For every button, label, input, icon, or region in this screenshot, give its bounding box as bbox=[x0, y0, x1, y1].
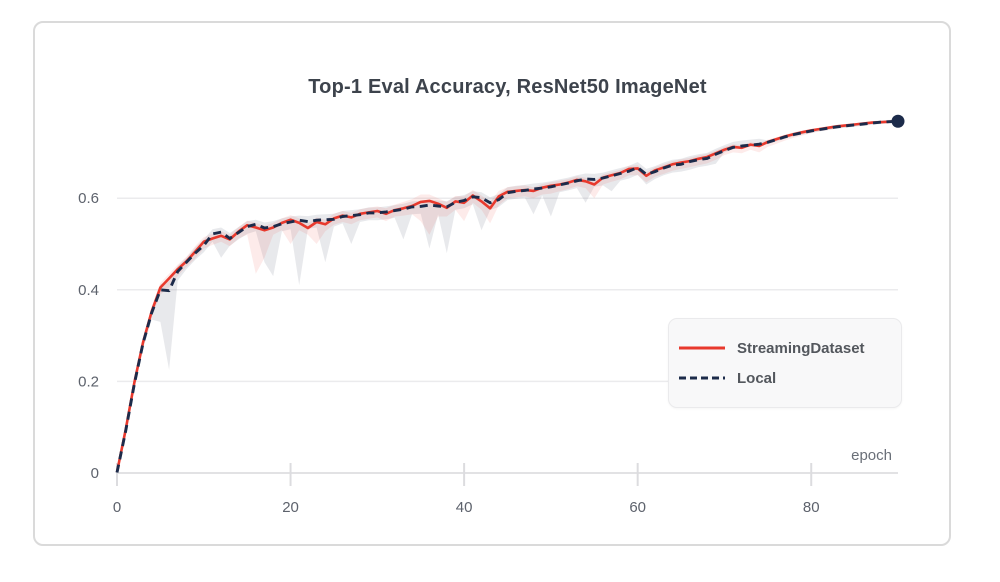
x-tick-label: 0 bbox=[113, 499, 121, 516]
x-tick-label: 40 bbox=[456, 499, 473, 516]
x-tick-label: 80 bbox=[803, 499, 820, 516]
chart-card bbox=[33, 21, 951, 546]
y-tick-label: 0.4 bbox=[78, 282, 99, 299]
streamingdataset-line-swatch bbox=[679, 346, 725, 350]
y-tick-label: 0.2 bbox=[78, 373, 99, 390]
legend-item-local: Local bbox=[679, 368, 901, 388]
streamingdataset-line bbox=[115, 120, 899, 473]
legend-label-streamingdataset: StreamingDataset bbox=[737, 339, 865, 357]
x-tick-label: 20 bbox=[282, 499, 299, 516]
local-line-swatch bbox=[679, 376, 725, 380]
local-band bbox=[117, 119, 898, 474]
chart-title: Top-1 Eval Accuracy, ResNet50 ImageNet bbox=[308, 76, 707, 98]
legend-item-streamingdataset: StreamingDataset bbox=[679, 338, 901, 358]
y-tick-label: 0.6 bbox=[78, 190, 99, 207]
local-line bbox=[115, 119, 899, 473]
y-tick-label: 0 bbox=[91, 465, 99, 482]
legend-label-local: Local bbox=[737, 369, 777, 387]
chart-legend: StreamingDataset Local bbox=[668, 318, 902, 408]
endpoint-marker bbox=[891, 114, 905, 128]
x-tick-label: 60 bbox=[629, 499, 646, 516]
streamingdataset-band bbox=[117, 120, 898, 473]
x-axis-label: epoch bbox=[851, 447, 892, 464]
